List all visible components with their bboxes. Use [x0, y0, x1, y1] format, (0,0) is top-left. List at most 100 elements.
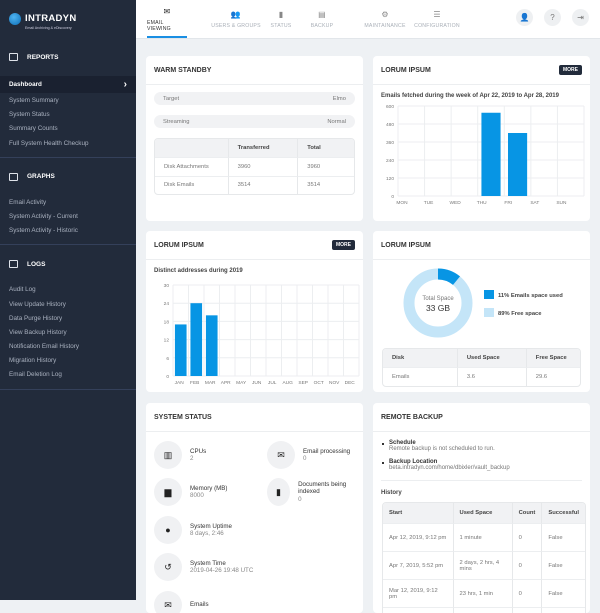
- sidebar-item-summary-counts[interactable]: Summary Counts: [0, 122, 136, 136]
- y-tick-label: 120: [386, 176, 394, 182]
- tab-backup[interactable]: ▤ BACKUP: [309, 0, 335, 39]
- tab-label: MAINTAINANCE: [364, 22, 406, 29]
- sidebar-item-label: Summary Counts: [9, 125, 58, 133]
- stat-label: System Time: [190, 559, 226, 567]
- x-tick-label: SUN: [556, 200, 567, 206]
- legend-swatch-used: [484, 290, 494, 299]
- bar-feb[interactable]: [190, 303, 203, 376]
- column-header: Total: [298, 139, 354, 157]
- table-cell: Disk Emails: [155, 175, 229, 194]
- bar-jan[interactable]: [174, 324, 187, 376]
- table-cell: 0: [512, 607, 543, 613]
- table-cell: Disk Attachments: [155, 157, 229, 176]
- tab-configuration[interactable]: ☰ CONFIGURATION: [409, 0, 465, 39]
- table-header: Transferred Total: [155, 139, 354, 157]
- disk-donut-chart: Total Space 33 GB 11% Emails space used …: [403, 268, 563, 338]
- schedule-label: Schedule: [389, 440, 416, 446]
- chart-title: Distinct addresses during 2019: [154, 268, 243, 274]
- target-label: Target: [163, 95, 180, 102]
- table-cell: Feb 12, 2019, 9:12 pm: [383, 607, 454, 613]
- card-title: SYSTEM STATUS: [154, 413, 212, 421]
- section-title: REPORTS: [27, 53, 59, 61]
- donut-value: 33 GB: [426, 303, 450, 313]
- bar-mar[interactable]: [205, 315, 218, 376]
- streaming-value: Normal: [327, 118, 346, 125]
- document-icon: ▮: [267, 478, 291, 506]
- table-cell: 1 hr, 32 mns: [453, 607, 513, 613]
- sidebar-item-system-status[interactable]: System Status: [0, 108, 136, 122]
- column-header: Used Space: [453, 503, 513, 523]
- y-tick-label: 0: [391, 194, 394, 200]
- table-cell: 3960: [298, 157, 354, 176]
- more-button[interactable]: MORE: [332, 240, 355, 250]
- bar-thu[interactable]: [481, 112, 501, 196]
- sidebar-item-audit-log[interactable]: Audit Log: [0, 283, 136, 297]
- y-tick-label: 18: [164, 319, 170, 325]
- x-tick-label: MAY: [236, 380, 247, 386]
- legend-swatch-free: [484, 308, 494, 317]
- logo[interactable]: INTRADYN Email Archiving & eDiscovery: [0, 0, 136, 38]
- tab-maintainance[interactable]: ⚙ MAINTAINANCE: [362, 0, 408, 39]
- card-title: LORUM IPSUM: [381, 241, 431, 249]
- sidebar-item-dashboard[interactable]: Dashboard ›: [0, 76, 136, 93]
- sidebar-item-email-activity[interactable]: Email Activity: [0, 196, 136, 210]
- column-header: [155, 139, 229, 157]
- table-row: Disk Attachments 3960 3960: [155, 157, 354, 176]
- sidebar-item-notification-email-history[interactable]: Notification Email History: [0, 340, 136, 354]
- sidebar-item-view-backup-history[interactable]: View Backup History: [0, 326, 136, 340]
- sidebar-section-logs: LOGS Audit Log View Update History Data Pur…: [0, 245, 136, 390]
- table-cell: 1 minute: [453, 523, 513, 551]
- sidebar-item-data-purge-history[interactable]: Data Purge History: [0, 312, 136, 326]
- card-title: LORUM IPSUM: [381, 66, 431, 74]
- sidebar-item-system-summary[interactable]: System Summary: [0, 94, 136, 108]
- stat-label: Documents being indexed: [298, 480, 347, 496]
- tab-label: STATUS: [270, 22, 292, 29]
- x-tick-label: MAR: [205, 380, 216, 386]
- sidebar-item-system-activity-historic[interactable]: System Activity - Historic: [0, 224, 136, 238]
- x-tick-label: NOV: [329, 380, 340, 386]
- column-header: Free Space: [526, 349, 580, 367]
- sidebar-item-label: Data Purge History: [9, 314, 63, 322]
- sidebar-item-label: System Activity - Historic: [9, 227, 78, 235]
- more-button[interactable]: MORE: [559, 65, 582, 75]
- card-title: REMOTE BACKUP: [381, 413, 443, 421]
- sidebar-item-label: Dashboard: [9, 81, 42, 88]
- target-row: Target Elmo: [154, 92, 355, 105]
- x-tick-label: OCT: [314, 380, 324, 386]
- server-icon: ▤: [318, 9, 326, 19]
- warm-standby-card: WARM STANDBY Target Elmo Streaming Normal …: [146, 56, 363, 221]
- sidebar-item-system-activity-current[interactable]: System Activity - Current: [0, 210, 136, 224]
- x-tick-label: AUG: [282, 380, 293, 386]
- table-row: Emails 3.6 29.6: [383, 367, 580, 386]
- tab-email-viewing[interactable]: ✉ EMAIL VIEWING: [147, 0, 187, 39]
- user-button[interactable]: 👤: [516, 9, 533, 26]
- y-tick-label: 360: [386, 140, 394, 146]
- x-tick-label: FRI: [504, 200, 512, 206]
- location-info: Backup Location beta.intradyn.com/home/db…: [381, 459, 582, 481]
- table-cell: Mar 12, 2019, 9:12 pm: [383, 579, 454, 607]
- table-cell: 3960: [228, 157, 299, 176]
- x-tick-label: THU: [477, 200, 487, 206]
- logout-button[interactable]: ⇥: [572, 9, 589, 26]
- gear-icon: ⚙: [381, 9, 389, 19]
- stat-value: 2019-04-26 19:48 UTC: [190, 567, 254, 574]
- stat-documents-being-indexed: ▮ Documents being indexed 0: [267, 478, 357, 506]
- sidebar-item-email-deletion-log[interactable]: Email Deletion Log: [0, 368, 136, 382]
- section-header: GRAPHS: [0, 158, 136, 196]
- y-tick-label: 24: [164, 301, 170, 307]
- bar-fri[interactable]: [508, 133, 528, 196]
- y-tick-label: 240: [386, 158, 394, 164]
- column-header: Successful: [542, 503, 585, 523]
- table-cell: Apr 12, 2019, 9:12 pm: [383, 523, 454, 551]
- tab-users-groups[interactable]: 👥 USERS & GROUPS: [206, 0, 266, 39]
- chevron-right-icon: ›: [123, 79, 127, 90]
- table-cell: 3514: [228, 175, 299, 194]
- sidebar-item-view-update-history[interactable]: View Update History: [0, 298, 136, 312]
- sidebar-item-full-system-health-checkup[interactable]: Full System Health Checkup: [0, 137, 136, 151]
- x-tick-label: WED: [450, 200, 462, 206]
- tab-status[interactable]: ▮ STATUS: [269, 0, 293, 39]
- schedule-info: Schedule Remote backup is not scheduled t…: [381, 440, 582, 452]
- sidebar-item-migration-history[interactable]: Migration History: [0, 354, 136, 368]
- help-button[interactable]: ?: [544, 9, 561, 26]
- stat-email-processing: ✉ Email processing 0: [267, 441, 357, 469]
